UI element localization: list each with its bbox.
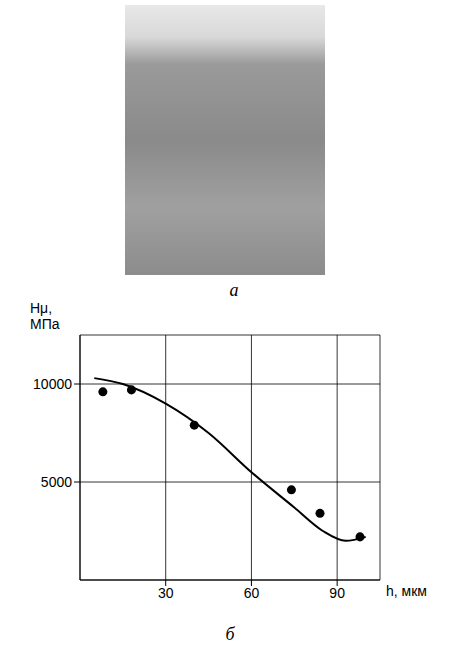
html-text:Hμ,: Hμ, bbox=[30, 300, 53, 316]
svg-text:90: 90 bbox=[329, 585, 345, 601]
html-text:МПа: МПа bbox=[30, 316, 60, 332]
html-text:б: б bbox=[225, 624, 235, 644]
svg-text:30: 30 bbox=[158, 585, 174, 601]
svg-text:5000: 5000 bbox=[41, 474, 72, 490]
html-text:а: а bbox=[229, 280, 239, 300]
svg-text:10000: 10000 bbox=[33, 376, 72, 392]
svg-text:60: 60 bbox=[244, 585, 260, 601]
html-text:h, мкм: h, мкм bbox=[386, 583, 427, 599]
